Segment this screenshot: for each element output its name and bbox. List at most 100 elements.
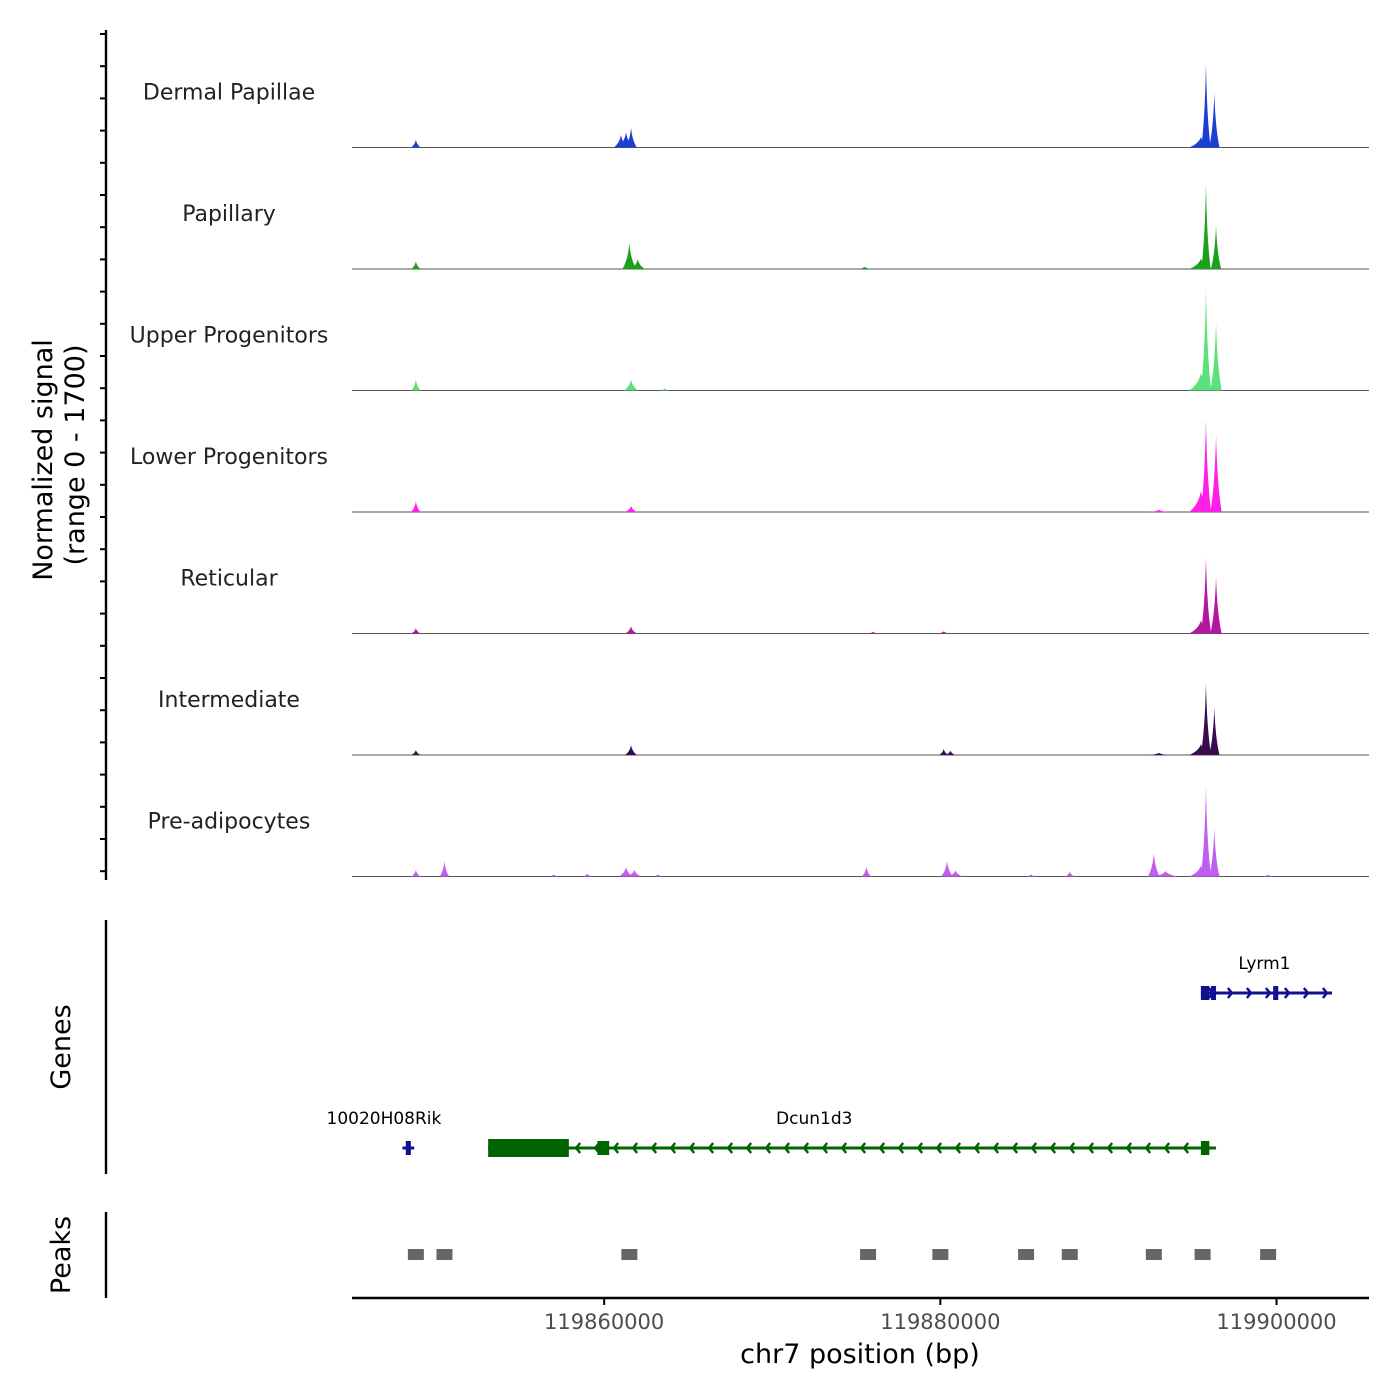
strand-arrow <box>1226 987 1234 999</box>
strand-arrow <box>1125 1142 1133 1154</box>
track-label: Lower Progenitors <box>130 445 328 470</box>
strand-arrow <box>973 1142 981 1154</box>
coverage-peak <box>411 869 421 877</box>
track-label: Dermal Papillae <box>143 81 315 106</box>
peak-region <box>407 1249 424 1260</box>
y-axis-title-line2: (range 0 - 1700) <box>60 345 91 566</box>
coverage-peak <box>861 866 872 877</box>
coverage-peak <box>627 869 642 877</box>
strand-arrow <box>954 1142 962 1154</box>
coverage-peak <box>1210 434 1222 512</box>
peak-region <box>621 1249 638 1260</box>
coverage-peak <box>625 626 637 634</box>
coverage-peak <box>1026 874 1036 877</box>
peak-region <box>1260 1249 1277 1260</box>
peaks-panel-label: Peaks <box>46 1216 77 1294</box>
gene-label: Dcun1d3 <box>776 1109 852 1129</box>
coverage-peak <box>1209 828 1220 877</box>
coverage-peak <box>549 874 559 877</box>
coverage-peak <box>857 266 872 269</box>
coverage-peak <box>622 243 637 269</box>
strand-arrow <box>669 1142 677 1154</box>
strand-arrow <box>1030 1142 1038 1154</box>
track-label: Upper Progenitors <box>130 324 329 349</box>
coverage-peak <box>625 745 637 755</box>
peak-region <box>1194 1249 1211 1260</box>
coverage-peak <box>1201 184 1211 269</box>
x-axis-title: chr7 position (bp) <box>740 1339 980 1370</box>
y-axis-title-line1: Normalized signal <box>28 339 59 581</box>
x-axis-ticks: 119860000 119880000 119900000 <box>544 1298 1337 1334</box>
strand-arrow <box>878 1142 886 1154</box>
gene-exon <box>597 1141 610 1155</box>
gene-lyrm1: Lyrm1 <box>1200 954 1333 1000</box>
strand-arrow <box>1245 987 1253 999</box>
coverage-peak <box>1209 707 1220 755</box>
coverage-peak <box>1261 874 1276 877</box>
coverage-peak <box>948 870 963 877</box>
coverage-peak <box>937 631 950 634</box>
coverage-peak <box>623 379 639 391</box>
coverage-peak <box>867 631 879 634</box>
x-tick-label: 119860000 <box>544 1310 664 1334</box>
strand-arrow <box>916 1142 924 1154</box>
coverage-peak <box>1153 871 1178 877</box>
strand-arrow <box>1011 1142 1019 1154</box>
strand-arrow <box>821 1142 829 1154</box>
coverage-peak <box>625 127 637 148</box>
track-label: Intermediate <box>158 688 300 713</box>
strand-arrow <box>574 1142 582 1154</box>
track-dermal-papillae: Dermal Papillae <box>143 62 1369 148</box>
strand-arrow <box>1068 1142 1076 1154</box>
coverage-peak <box>411 261 421 269</box>
coverage-peak <box>1200 683 1212 755</box>
strand-arrow <box>1106 1142 1114 1154</box>
gene-exon <box>1200 986 1210 1000</box>
strand-arrow <box>992 1142 1000 1154</box>
coverage-peak <box>1200 557 1212 634</box>
coverage-peak <box>1210 225 1222 269</box>
genes-track: Lyrm1 10020H08Rik Dcun1d3 <box>327 954 1333 1157</box>
strand-arrow <box>783 1142 791 1154</box>
peak-region <box>436 1249 453 1260</box>
strand-arrow <box>1087 1142 1095 1154</box>
coverage-peak <box>941 861 953 877</box>
strand-arrow <box>1163 1142 1171 1154</box>
coverage-peak <box>439 861 450 877</box>
gene-exon <box>488 1139 569 1157</box>
track-label: Reticular <box>180 567 278 592</box>
coverage-peak <box>945 750 956 755</box>
x-tick-label: 119880000 <box>880 1310 1000 1334</box>
strand-arrow <box>688 1142 696 1154</box>
strand-arrow <box>1144 1142 1152 1154</box>
track-reticular: Reticular <box>180 557 1369 634</box>
strand-arrow <box>1182 1142 1190 1154</box>
gene-10020h08rik: 10020H08Rik <box>327 1109 442 1155</box>
track-label: Pre-adipocytes <box>148 810 311 835</box>
coverage-peak <box>1065 871 1075 877</box>
strand-arrow <box>897 1142 905 1154</box>
strand-arrow <box>764 1142 772 1154</box>
coverage-peak <box>411 628 421 634</box>
coverage-peak <box>1200 419 1212 512</box>
coverage-peak <box>659 388 670 391</box>
coverage-peak <box>411 139 421 148</box>
coverage-peak <box>411 750 421 755</box>
strand-arrow <box>631 1142 639 1154</box>
coverage-peak <box>1149 509 1169 512</box>
signal-y-ticks <box>100 33 106 873</box>
track-pre-adipocytes: Pre-adipocytes <box>148 786 1369 877</box>
coverage-peak <box>1210 577 1222 634</box>
coverage-peak <box>1210 322 1222 391</box>
strand-arrow <box>707 1142 715 1154</box>
gene-exon <box>405 1141 411 1155</box>
peak-region <box>1018 1249 1035 1260</box>
x-tick-label: 119900000 <box>1216 1310 1336 1334</box>
strand-arrow <box>935 1142 943 1154</box>
gene-dcun1d3: Dcun1d3 <box>488 1109 1217 1157</box>
coverage-peak <box>1200 786 1212 877</box>
gene-exon <box>1210 986 1217 1000</box>
peak-region <box>1145 1249 1162 1260</box>
coverage-peak <box>1200 288 1212 391</box>
strand-arrow <box>840 1142 848 1154</box>
